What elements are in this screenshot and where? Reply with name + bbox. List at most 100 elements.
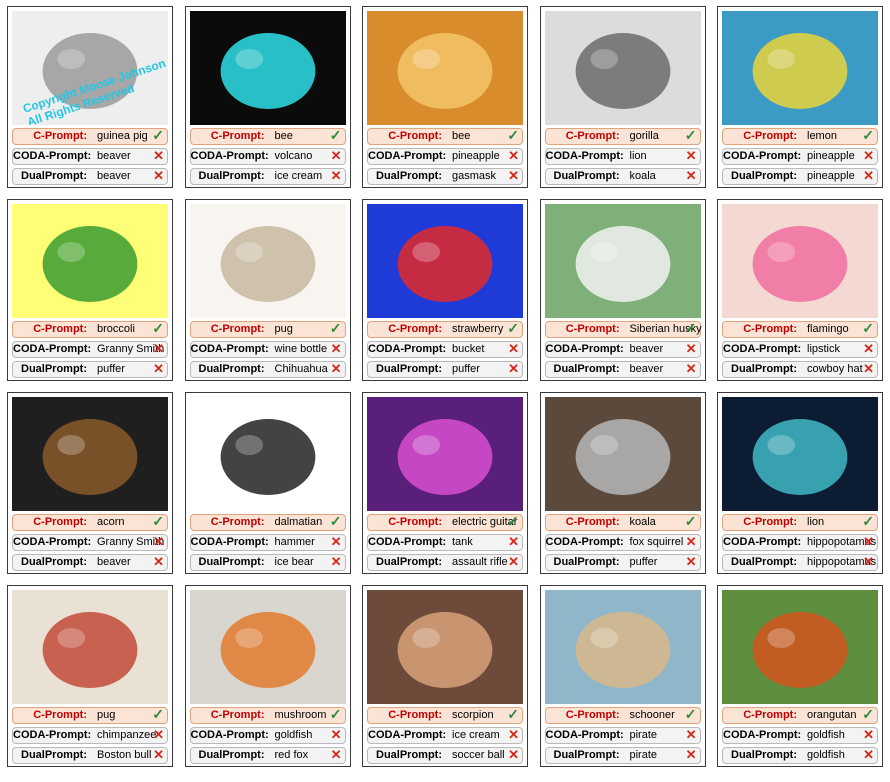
c-prompt-row: C-Prompt: flamingo ✓: [722, 321, 878, 338]
broccoli-cartoon-image: [12, 204, 168, 318]
predicted-class: schooner: [629, 709, 675, 721]
c-prompt-row: C-Prompt: dalmatian ✓: [189, 514, 346, 531]
example-card: C-Prompt: bee ✓ CODA-Prompt: volcano ✕ DualPro…: [184, 6, 351, 188]
cross-icon: ✕: [508, 361, 519, 376]
method-label: C-Prompt:: [565, 709, 620, 721]
method-label: CODA-Prompt:: [545, 729, 624, 741]
c-prompt-row: C-Prompt: Siberian husky ✓: [544, 321, 702, 338]
method-label: C-Prompt:: [565, 323, 620, 335]
example-card: C-Prompt: gorilla ✓ CODA-Prompt: lion ✕ DualPr…: [539, 6, 706, 188]
method-label: CODA-Prompt:: [13, 536, 92, 548]
dualprompt-row: DualPrompt: assault rifle ✕: [367, 554, 523, 571]
cross-icon: ✕: [508, 168, 519, 183]
coda-prompt-row: CODA-Prompt: hammer ✕: [189, 534, 346, 551]
coda-prompt-row: CODA-Prompt: wine bottle ✕: [189, 341, 346, 358]
method-label: CODA-Prompt:: [13, 343, 92, 355]
method-label: CODA-Prompt:: [13, 150, 92, 162]
cross-icon: ✕: [863, 534, 874, 549]
cross-icon: ✕: [508, 554, 519, 569]
method-label: C-Prompt:: [210, 323, 265, 335]
method-label: C-Prompt:: [565, 516, 620, 528]
method-label: DualPrompt:: [21, 363, 87, 375]
predicted-class: koala: [629, 170, 656, 182]
method-label: C-Prompt:: [388, 516, 442, 528]
method-label: DualPrompt:: [21, 170, 87, 182]
predicted-class: Granny Smith: [97, 343, 165, 355]
method-label: C-Prompt:: [743, 323, 797, 335]
cross-icon: ✕: [330, 341, 342, 356]
method-label: DualPrompt:: [553, 556, 620, 568]
example-card: C-Prompt: Siberian husky ✓ CODA-Prompt: beav…: [539, 199, 706, 381]
c-prompt-row: C-Prompt: mushroom ✓: [189, 706, 346, 724]
check-icon: ✓: [152, 706, 164, 722]
example-card: C-Prompt: acorn ✓ CODA-Prompt: Granny Smith ✕…: [7, 392, 173, 574]
example-card: C-Prompt: schooner ✓ CODA-Prompt: pirate ✕ Dua…: [539, 585, 706, 767]
dualprompt-row: DualPrompt: puffer ✕: [544, 554, 701, 571]
cross-icon: ✕: [330, 727, 342, 742]
check-icon: ✓: [507, 706, 519, 722]
dualprompt-row: DualPrompt: puffer ✕: [12, 361, 168, 378]
acorn-painting-image: [12, 397, 168, 511]
method-label: CODA-Prompt:: [190, 150, 269, 162]
cross-icon: ✕: [685, 341, 697, 356]
dualprompt-row: DualPrompt: red fox ✕: [189, 747, 346, 764]
lion-nebula-image: [722, 397, 878, 511]
cross-icon: ✕: [863, 148, 874, 163]
method-label: CODA-Prompt:: [190, 536, 269, 548]
predicted-class: strawberry: [452, 323, 504, 335]
method-label: CODA-Prompt:: [368, 150, 447, 162]
coda-prompt-row: CODA-Prompt: Granny Smith ✕: [12, 341, 168, 358]
cross-icon: ✕: [685, 361, 697, 376]
scorpion-face-paint-image: [367, 590, 523, 704]
dalmatian-drawing-image: [189, 397, 346, 511]
method-label: CODA-Prompt:: [723, 536, 802, 548]
check-icon: ✓: [684, 513, 697, 529]
c-prompt-row: C-Prompt: pug ✓: [12, 707, 168, 724]
dualprompt-row: DualPrompt: ice bear ✕: [189, 554, 346, 571]
predicted-class: fox squirrel: [629, 536, 684, 548]
flamingo-alice-image: [722, 204, 878, 318]
example-card: C-Prompt: lemon ✓ CODA-Prompt: pineapple ✕ Dua…: [717, 6, 883, 188]
lemon-mural-image: [722, 11, 878, 125]
predicted-class: goldfish: [274, 729, 313, 741]
coda-prompt-row: CODA-Prompt: fox squirrel ✕: [544, 534, 701, 551]
predicted-class: pineapple: [807, 170, 855, 182]
predicted-class: hippopotamus: [807, 536, 877, 548]
method-label: C-Prompt:: [33, 323, 87, 335]
dualprompt-row: DualPrompt: beaver ✕: [12, 168, 168, 185]
check-icon: ✓: [329, 706, 342, 722]
check-icon: ✓: [684, 706, 697, 722]
method-label: DualPrompt:: [553, 363, 620, 375]
predicted-class: soccer ball: [452, 749, 505, 761]
predicted-class: beaver: [97, 150, 131, 162]
method-label: CODA-Prompt:: [368, 536, 447, 548]
method-label: C-Prompt:: [388, 323, 442, 335]
cross-icon: ✕: [153, 727, 164, 742]
cross-icon: ✕: [863, 168, 874, 183]
check-icon: ✓: [152, 127, 164, 143]
check-icon: ✓: [862, 127, 874, 143]
predicted-class: ice bear: [274, 556, 314, 568]
dualprompt-row: DualPrompt: beaver ✕: [544, 361, 701, 378]
method-label: DualPrompt:: [731, 749, 797, 761]
predicted-class: lion: [629, 150, 647, 162]
cross-icon: ✕: [685, 747, 697, 762]
cross-icon: ✕: [330, 148, 342, 163]
method-label: C-Prompt:: [210, 516, 265, 528]
method-label: DualPrompt:: [376, 170, 442, 182]
check-icon: ✓: [329, 127, 342, 143]
method-label: CODA-Prompt:: [368, 343, 447, 355]
check-icon: ✓: [507, 127, 519, 143]
check-icon: ✓: [329, 320, 342, 336]
method-label: CODA-Prompt:: [723, 729, 802, 741]
predicted-class: bucket: [452, 343, 485, 355]
predicted-class: gasmask: [452, 170, 497, 182]
dualprompt-row: DualPrompt: gasmask ✕: [367, 168, 523, 185]
method-label: CODA-Prompt:: [13, 729, 92, 741]
cross-icon: ✕: [685, 534, 697, 549]
method-label: CODA-Prompt:: [368, 729, 447, 741]
dualprompt-row: DualPrompt: soccer ball ✕: [367, 747, 523, 764]
cross-icon: ✕: [153, 168, 164, 183]
coda-prompt-row: CODA-Prompt: beaver ✕: [12, 148, 168, 165]
predicted-class: ice cream: [452, 729, 500, 741]
